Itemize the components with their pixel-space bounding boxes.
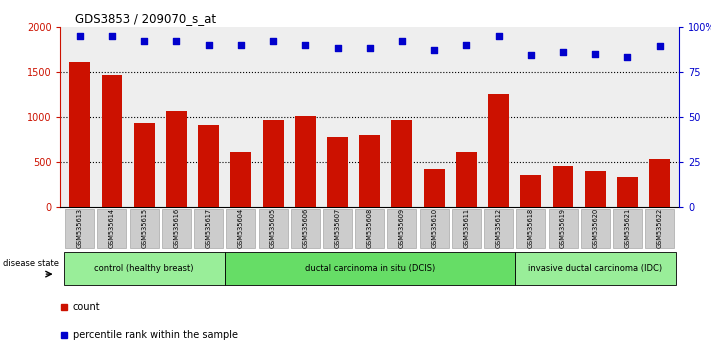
Text: GSM535610: GSM535610 (431, 208, 437, 249)
Bar (392, 120, 412, 207)
Bar (649, 159, 670, 207)
FancyBboxPatch shape (129, 209, 159, 248)
FancyBboxPatch shape (323, 209, 352, 248)
Bar (584, 171, 606, 207)
Text: percentile rank within the sample: percentile rank within the sample (73, 330, 237, 340)
Text: control (healthy breast): control (healthy breast) (95, 264, 194, 273)
FancyBboxPatch shape (162, 209, 191, 248)
Bar (102, 75, 122, 207)
Bar (295, 116, 316, 207)
FancyBboxPatch shape (387, 209, 417, 248)
Point (396, 38, 407, 44)
Text: GSM535609: GSM535609 (399, 208, 405, 249)
Text: GSM535617: GSM535617 (205, 208, 212, 249)
FancyBboxPatch shape (452, 209, 481, 248)
Text: GSM535616: GSM535616 (173, 208, 179, 249)
Point (493, 33, 504, 39)
Bar (327, 137, 348, 207)
Text: GSM535614: GSM535614 (109, 208, 115, 249)
Point (74, 33, 85, 39)
Point (171, 38, 182, 44)
Text: invasive ductal carcinoma (IDC): invasive ductal carcinoma (IDC) (528, 264, 663, 273)
Text: GSM535618: GSM535618 (528, 208, 534, 249)
FancyBboxPatch shape (419, 209, 449, 248)
Text: GSM535622: GSM535622 (657, 208, 663, 249)
Text: GSM535619: GSM535619 (560, 209, 566, 248)
Bar (488, 94, 509, 207)
Text: GSM535605: GSM535605 (270, 208, 276, 249)
Bar (134, 123, 155, 207)
Point (621, 55, 633, 60)
FancyBboxPatch shape (645, 209, 674, 248)
Point (267, 38, 279, 44)
Bar (69, 62, 90, 207)
Point (429, 47, 440, 53)
Bar (166, 112, 187, 207)
Text: GSM535621: GSM535621 (624, 208, 631, 249)
Point (589, 51, 601, 56)
Point (364, 45, 375, 51)
FancyBboxPatch shape (64, 252, 225, 285)
Text: GSM535607: GSM535607 (334, 208, 341, 249)
Point (654, 44, 665, 49)
FancyBboxPatch shape (225, 252, 515, 285)
Bar (262, 120, 284, 207)
Bar (230, 153, 251, 207)
Point (106, 33, 117, 39)
Bar (552, 166, 574, 207)
Text: GDS3853 / 209070_s_at: GDS3853 / 209070_s_at (75, 12, 215, 25)
Bar (617, 177, 638, 207)
FancyBboxPatch shape (65, 209, 95, 248)
Text: GSM535620: GSM535620 (592, 208, 598, 249)
Bar (198, 125, 219, 207)
FancyBboxPatch shape (484, 209, 513, 248)
FancyBboxPatch shape (291, 209, 320, 248)
Text: GSM535615: GSM535615 (141, 208, 147, 249)
Point (332, 45, 343, 51)
Text: GSM535606: GSM535606 (302, 208, 309, 249)
Text: GSM535611: GSM535611 (464, 209, 469, 248)
Point (461, 42, 472, 47)
Point (525, 53, 537, 58)
Text: GSM535604: GSM535604 (238, 208, 244, 249)
Bar (424, 169, 444, 207)
FancyBboxPatch shape (194, 209, 223, 248)
Text: ductal carcinoma in situ (DCIS): ductal carcinoma in situ (DCIS) (304, 264, 435, 273)
Text: GSM535608: GSM535608 (367, 208, 373, 249)
Point (235, 42, 247, 47)
FancyBboxPatch shape (259, 209, 287, 248)
FancyBboxPatch shape (516, 209, 545, 248)
FancyBboxPatch shape (226, 209, 255, 248)
FancyBboxPatch shape (356, 209, 384, 248)
FancyBboxPatch shape (548, 209, 577, 248)
Text: GSM535612: GSM535612 (496, 208, 501, 249)
Point (139, 38, 150, 44)
Point (203, 42, 214, 47)
Bar (520, 176, 541, 207)
Text: disease state: disease state (3, 259, 59, 268)
FancyBboxPatch shape (613, 209, 642, 248)
Point (557, 49, 569, 55)
Point (299, 42, 311, 47)
Text: GSM535613: GSM535613 (77, 209, 82, 248)
Bar (359, 135, 380, 207)
Bar (456, 153, 477, 207)
FancyBboxPatch shape (515, 252, 675, 285)
FancyBboxPatch shape (581, 209, 610, 248)
FancyBboxPatch shape (97, 209, 127, 248)
Text: count: count (73, 302, 100, 313)
